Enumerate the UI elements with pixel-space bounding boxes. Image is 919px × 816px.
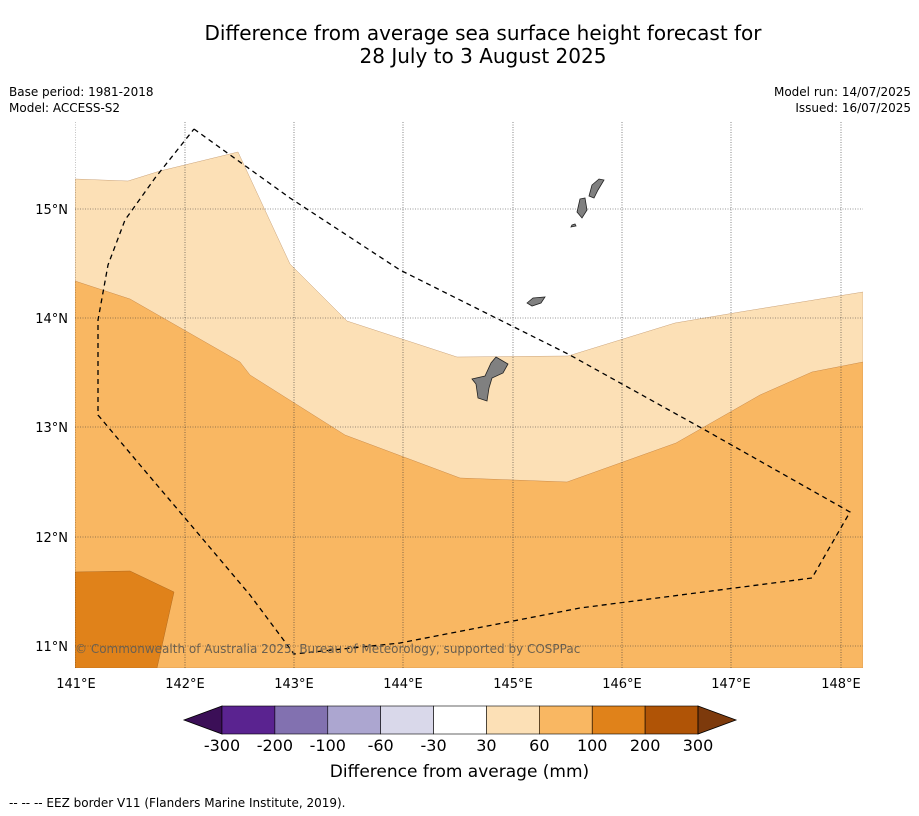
lon-label: 145°E: [493, 677, 533, 692]
colorbar-bin: [221, 705, 276, 735]
meta-left: Base period: 1981-2018 Model: ACCESS-S2: [9, 84, 154, 116]
lon-label: 143°E: [274, 677, 314, 692]
colorbar-bin: [486, 705, 540, 735]
lon-gridlines: [75, 122, 842, 668]
issued-date: Issued: 16/07/2025: [795, 101, 911, 115]
lat-label: 14°N: [35, 312, 68, 327]
colorbar-tick-label: 300: [683, 736, 714, 755]
base-period: Base period: 1981-2018: [9, 85, 154, 99]
lon-label: 147°E: [711, 677, 751, 692]
lon-label: 148°E: [821, 677, 861, 692]
lon-label: 144°E: [383, 677, 423, 692]
colorbar-bin: [380, 705, 434, 735]
colorbar-extend-max: [697, 705, 738, 735]
band-60-100: [75, 280, 863, 668]
lat-label: 11°N: [35, 640, 68, 655]
lat-label: 15°N: [35, 203, 68, 218]
island-saipan: [588, 178, 605, 199]
lon-label: 142°E: [165, 677, 205, 692]
band-100-200: [75, 570, 175, 668]
map-area: [75, 122, 863, 668]
model-run: Model run: 14/07/2025: [773, 85, 911, 99]
model-name: Model: ACCESS-S2: [9, 101, 121, 115]
colorbar-bin: [274, 705, 329, 735]
colorbar-label: Difference from average (mm): [329, 762, 590, 782]
island-rota: [526, 296, 546, 307]
lon-label: 141°E: [56, 677, 96, 692]
land-masses: [471, 178, 605, 402]
colorbar-tick-label: -200: [257, 736, 293, 755]
lat-labels: 15°N 14°N 13°N 12°N 11°N: [35, 203, 68, 655]
colorbar-bin: [591, 705, 646, 735]
lon-label: 146°E: [602, 677, 642, 692]
colorbar: [182, 705, 738, 735]
title-line-1: Difference from average sea surface heig…: [204, 21, 762, 45]
colorbar-tick-label: -60: [368, 736, 394, 755]
colorbar-tick-label: 200: [630, 736, 661, 755]
lat-label: 12°N: [35, 531, 68, 546]
island-guam: [471, 356, 509, 402]
eez-border: [97, 128, 851, 655]
map-title: Difference from average sea surface heig…: [0, 22, 919, 68]
colorbar-bin: [327, 705, 381, 735]
colorbar-bin: [539, 705, 593, 735]
colorbar-tick-label: -30: [420, 736, 446, 755]
colorbar-ticks: -300 -200 -100 -60 -30 30 60 100 200 300: [204, 736, 713, 755]
colorbar-tick-label: 30: [476, 736, 496, 755]
colorbar-bin: [433, 705, 487, 735]
copyright-notice: © Commonwealth of Australia 2025, Bureau…: [75, 642, 580, 656]
title-line-2: 28 July to 3 August 2025: [359, 44, 607, 68]
colorbar-tick-label: -300: [204, 736, 240, 755]
lon-labels: 141°E 142°E 143°E 144°E 145°E 146°E 147°…: [56, 677, 861, 692]
lat-label: 13°N: [35, 421, 68, 436]
colorbar-tick-label: 60: [529, 736, 549, 755]
colorbar-bin: [644, 705, 699, 735]
island-aguijan: [570, 223, 577, 228]
colorbar-tick-label: -100: [310, 736, 346, 755]
meta-right: Model run: 14/07/2025 Issued: 16/07/2025: [774, 84, 911, 116]
colorbar-tick-label: 100: [577, 736, 608, 755]
island-tinian: [576, 197, 588, 219]
eez-footnote: -- -- -- EEZ border V11 (Flanders Marine…: [9, 796, 346, 810]
colorbar-extend-min: [182, 705, 223, 735]
